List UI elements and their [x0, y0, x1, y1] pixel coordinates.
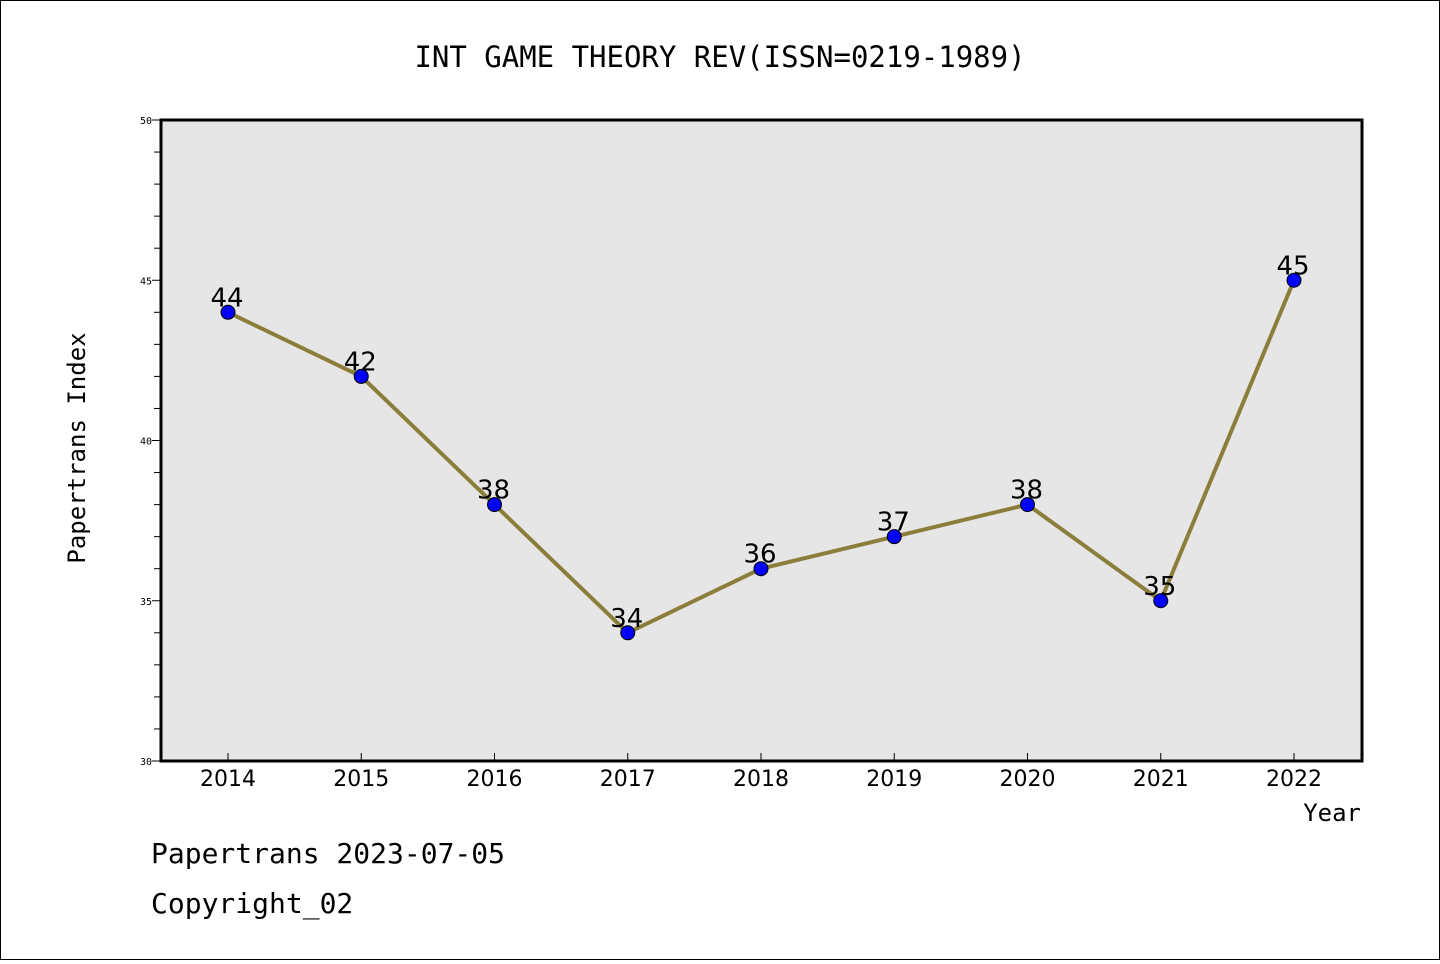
data-point — [353, 368, 369, 384]
footer-source: Papertrans 2023-07-05 — [151, 837, 506, 870]
x-tick-label: 2019 — [866, 767, 922, 792]
y-axis-label: Papertrans Index — [63, 332, 91, 563]
data-label: 37 — [877, 508, 910, 538]
x-tick-label: 2014 — [200, 767, 256, 792]
series-group: 44 42 38 34 36 37 38 35 45 — [210, 251, 1310, 641]
data-point — [220, 304, 236, 320]
x-axis-label: Year — [1303, 799, 1361, 827]
data-label: 42 — [344, 347, 377, 377]
data-point — [886, 529, 902, 545]
data-point — [1286, 272, 1302, 288]
x-tick-label: 2022 — [1266, 767, 1322, 792]
x-axis-ticks: 2014 2015 2016 2017 2018 2019 2020 2021 2022 — [200, 753, 1322, 792]
y-tick-label: 35 — [140, 597, 152, 608]
x-tick-label: 2020 — [1000, 767, 1056, 792]
footer-copyright: Copyright_02 — [151, 887, 354, 920]
x-tick-label: 2015 — [333, 767, 389, 792]
y-axis-ticks: 30 35 40 45 50 — [140, 116, 161, 768]
data-label: 36 — [743, 540, 776, 570]
y-tick-label: 30 — [140, 757, 152, 768]
data-point — [753, 561, 769, 577]
data-point — [487, 497, 502, 513]
data-point — [1153, 593, 1169, 609]
y-tick-label: 45 — [140, 276, 152, 287]
data-point — [620, 625, 636, 641]
plot-area — [159, 118, 1364, 763]
y-tick-label: 40 — [140, 437, 152, 448]
y-tick-label: 50 — [140, 116, 152, 127]
data-label: 38 — [477, 476, 510, 506]
data-label: 44 — [210, 283, 243, 313]
x-tick-label: 2017 — [600, 767, 656, 792]
x-tick-label: 2021 — [1133, 767, 1189, 792]
data-point — [1020, 497, 1035, 513]
chart-title: INT GAME THEORY REV(ISSN=0219-1989) — [414, 40, 1025, 74]
data-label: 34 — [610, 604, 643, 634]
data-label: 38 — [1010, 476, 1043, 506]
x-tick-label: 2018 — [733, 767, 789, 792]
x-tick-label: 2016 — [467, 767, 523, 792]
data-label: 35 — [1143, 572, 1176, 602]
data-label: 45 — [1276, 251, 1309, 281]
